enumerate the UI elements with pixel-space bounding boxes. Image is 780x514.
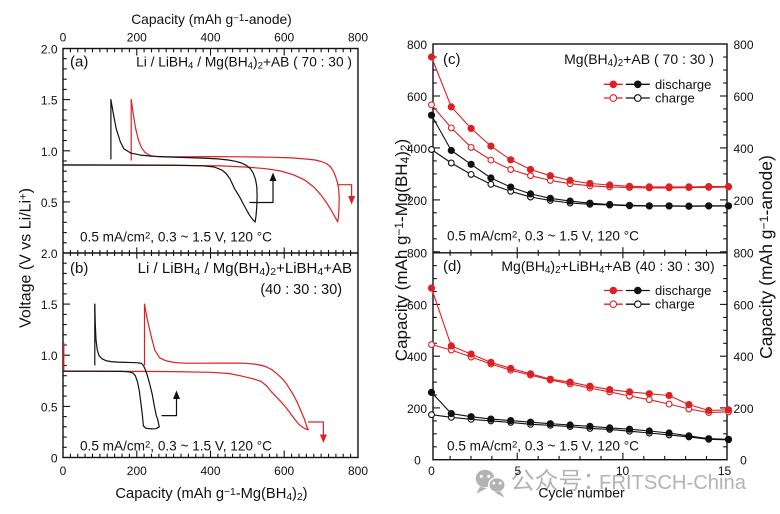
svg-text:1.5: 1.5 [41, 94, 58, 108]
svg-text:(a): (a) [70, 54, 88, 71]
svg-text:Voltage (V vs Li/Li+): Voltage (V vs Li/Li+) [18, 188, 35, 328]
svg-text:200: 200 [407, 402, 427, 416]
svg-text:800: 800 [407, 38, 427, 52]
svg-text:600: 600 [407, 90, 427, 104]
svg-text:0: 0 [60, 31, 67, 45]
svg-text:400: 400 [407, 350, 427, 364]
svg-text:2.0: 2.0 [41, 247, 58, 261]
svg-text:600: 600 [274, 31, 294, 45]
svg-text:1.0: 1.0 [41, 349, 58, 363]
svg-text:charge: charge [655, 297, 695, 312]
svg-text:800: 800 [348, 31, 368, 45]
svg-text:400: 400 [200, 464, 220, 478]
svg-text:800: 800 [407, 247, 427, 261]
svg-text:0: 0 [414, 454, 421, 468]
svg-text:0: 0 [60, 464, 67, 478]
svg-text:0.5: 0.5 [41, 196, 58, 210]
svg-text:Capacity (mAh g−1-anode): Capacity (mAh g−1-anode) [756, 155, 776, 359]
svg-text:400: 400 [407, 142, 427, 156]
svg-text:1.5: 1.5 [41, 298, 58, 312]
svg-text:Capacity (mAh g−1-anode): Capacity (mAh g−1-anode) [131, 12, 292, 27]
svg-text:600: 600 [733, 298, 753, 312]
svg-text:0.5 mA/cm2, 0.3 ~ 1.5 V, 120 °: 0.5 mA/cm2, 0.3 ~ 1.5 V, 120 °C [80, 230, 272, 245]
svg-text:200: 200 [733, 402, 753, 416]
svg-text:Mg(BH4)2+AB ( 70 : 30 ): Mg(BH4)2+AB ( 70 : 30 ) [564, 51, 714, 69]
svg-text:0.5: 0.5 [41, 400, 58, 414]
svg-text:0.5 mA/cm2, 0.3 ~ 1.5 V, 120 °: 0.5 mA/cm2, 0.3 ~ 1.5 V, 120 °C [80, 439, 272, 454]
svg-text:Cycle number: Cycle number [538, 485, 625, 501]
svg-text:0: 0 [428, 464, 435, 478]
svg-text:800: 800 [733, 38, 753, 52]
svg-text:800: 800 [348, 464, 368, 478]
svg-text:2.0: 2.0 [41, 43, 58, 57]
svg-text:(c): (c) [443, 51, 461, 68]
svg-text:600: 600 [407, 298, 427, 312]
svg-text:Li / LiBH4 / Mg(BH4)2+AB ( 70: Li / LiBH4 / Mg(BH4)2+AB ( 70 : 30 ) [136, 55, 352, 72]
svg-text:Capacity (mAh g−1-Mg(BH4)2): Capacity (mAh g−1-Mg(BH4)2) [392, 139, 412, 361]
svg-text:10: 10 [616, 464, 630, 478]
svg-text:Li / LiBH4 / Mg(BH4)2+LiBH4+AB: Li / LiBH4 / Mg(BH4)2+LiBH4+AB [138, 260, 352, 278]
svg-text:15: 15 [718, 464, 732, 478]
svg-text:discharge: discharge [655, 283, 711, 298]
svg-text:Capacity (mAh g−1-Mg(BH4)2): Capacity (mAh g−1-Mg(BH4)2) [115, 486, 307, 503]
svg-text:0.5 mA/cm2, 0.3 ~ 1.5 V, 120 °: 0.5 mA/cm2, 0.3 ~ 1.5 V, 120 °C [447, 229, 639, 244]
svg-text:1.0: 1.0 [41, 145, 58, 159]
svg-text:(b): (b) [70, 260, 88, 277]
svg-text:200: 200 [127, 464, 147, 478]
svg-text:600: 600 [274, 464, 294, 478]
svg-text:0: 0 [740, 454, 747, 468]
svg-text:200: 200 [733, 194, 753, 208]
svg-text:200: 200 [407, 194, 427, 208]
svg-text:(40 : 30 : 30): (40 : 30 : 30) [260, 282, 342, 298]
svg-text:400: 400 [733, 350, 753, 364]
svg-text:600: 600 [733, 90, 753, 104]
svg-text:5: 5 [514, 464, 521, 478]
svg-text:(d): (d) [443, 258, 461, 275]
svg-text:0.5 mA/cm2, 0.3 ~ 1.5 V, 120 °: 0.5 mA/cm2, 0.3 ~ 1.5 V, 120 °C [447, 439, 639, 454]
svg-text:charge: charge [655, 91, 695, 106]
svg-text:800: 800 [733, 247, 753, 261]
svg-text:400: 400 [733, 142, 753, 156]
svg-text:200: 200 [127, 31, 147, 45]
svg-text:Mg(BH4)2+LiBH4+AB (40 : 30 : 3: Mg(BH4)2+LiBH4+AB (40 : 30 : 30) [501, 258, 714, 276]
svg-text:discharge: discharge [655, 77, 711, 92]
svg-text:0: 0 [51, 452, 58, 466]
svg-text:400: 400 [200, 31, 220, 45]
svg-text:FRITSCH-China: FRITSCH-China [599, 472, 747, 494]
